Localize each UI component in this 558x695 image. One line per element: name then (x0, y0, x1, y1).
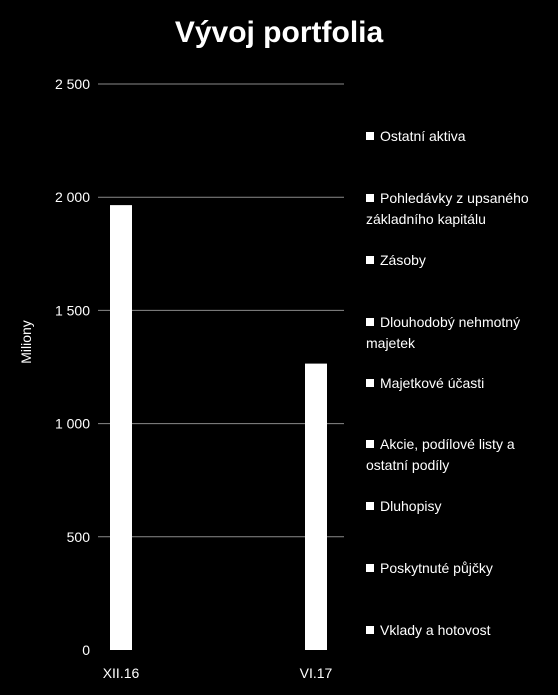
legend-label: Vklady a hotovost (380, 622, 491, 638)
legend-swatch (366, 194, 374, 202)
y-tick-label: 2 000 (55, 189, 90, 205)
legend-label: Dluhopisy (380, 498, 442, 514)
legend-swatch (366, 626, 374, 634)
bars (110, 205, 327, 650)
legend-item: Zásoby (366, 250, 556, 271)
legend-item: Majetkové účasti (366, 373, 556, 394)
y-tick-label: 1 000 (55, 416, 90, 432)
legend-item: Vklady a hotovost (366, 620, 556, 641)
legend-swatch (366, 564, 374, 572)
chart-title: Vývoj portfolia (174, 16, 384, 49)
legend-item: Poskytnuté půjčky (366, 558, 556, 579)
legend-item: Dlouhodobý nehmotný majetek (366, 312, 556, 354)
y-tick-label: 500 (67, 529, 91, 545)
legend-label: Ostatní aktiva (380, 128, 466, 144)
x-axis-ticks: XII.16 VI.17 (103, 665, 333, 681)
y-axis-ticks: 0 500 1 000 1 500 2 000 2 500 (55, 76, 90, 658)
legend-swatch (366, 440, 374, 448)
legend-label: Pohledávky z upsaného základního kapitál… (366, 190, 529, 227)
legend-label: Dlouhodobý nehmotný majetek (366, 314, 521, 351)
legend-item: Dluhopisy (366, 496, 556, 517)
legend-swatch (366, 256, 374, 264)
gridlines (98, 83, 344, 538)
bar-VI.17 (305, 363, 327, 650)
bar-XII.16 (110, 205, 132, 650)
legend-label: Zásoby (380, 252, 426, 268)
legend-label: Poskytnuté půjčky (380, 560, 493, 576)
legend-item: Akcie, podílové listy a ostatní podíly (366, 434, 556, 476)
legend-swatch (366, 379, 374, 387)
y-tick-label: 2 500 (55, 76, 90, 92)
y-axis-label: Miliony (18, 320, 34, 364)
legend-swatch (366, 132, 374, 140)
y-tick-label: 1 500 (55, 302, 90, 318)
y-tick-label: 0 (82, 642, 90, 658)
legend-item: Pohledávky z upsaného základního kapitál… (366, 188, 556, 230)
legend-swatch (366, 502, 374, 510)
legend-label: Majetkové účasti (380, 375, 485, 391)
legend-swatch (366, 318, 374, 326)
legend-label: Akcie, podílové listy a ostatní podíly (366, 436, 515, 473)
x-tick-label: XII.16 (103, 665, 140, 681)
x-tick-label: VI.17 (300, 665, 333, 681)
legend-item: Ostatní aktiva (366, 126, 556, 147)
